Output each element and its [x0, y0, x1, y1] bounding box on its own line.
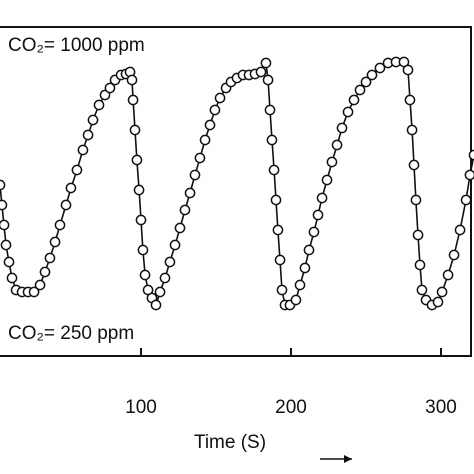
data-point	[266, 134, 278, 146]
data-point	[321, 174, 333, 186]
data-point	[93, 99, 105, 111]
data-point	[204, 119, 216, 131]
data-point	[0, 199, 8, 211]
data-point	[342, 106, 354, 118]
data-point	[87, 114, 99, 126]
data-point	[264, 104, 276, 116]
annotation-bottom: CO₂= 250 ppm	[8, 323, 134, 344]
data-point	[131, 154, 143, 166]
data-point	[294, 279, 306, 291]
data-point	[299, 262, 311, 274]
data-point	[174, 222, 186, 234]
data-point	[77, 144, 89, 156]
data-point	[316, 192, 328, 204]
data-point	[154, 286, 166, 298]
data-point	[6, 272, 18, 284]
data-point	[326, 156, 338, 168]
data-point	[308, 226, 320, 238]
data-point	[3, 256, 15, 268]
data-point	[133, 184, 145, 196]
data-point	[454, 224, 466, 236]
data-point	[99, 89, 111, 101]
data-point	[354, 84, 366, 96]
data-point	[71, 164, 83, 176]
data-point	[416, 284, 428, 296]
data-point	[135, 214, 147, 226]
data-point	[366, 69, 378, 81]
data-point	[360, 76, 372, 88]
data-point	[268, 164, 280, 176]
x-axis-label: Time (S)	[194, 432, 266, 453]
data-point	[0, 239, 12, 251]
data-point	[49, 236, 61, 248]
data-point	[262, 74, 274, 86]
data-point	[432, 296, 444, 308]
data-point	[34, 279, 46, 291]
x-tick-label: 100	[125, 397, 157, 418]
data-point	[331, 139, 343, 151]
data-point	[468, 149, 474, 161]
data-point	[410, 194, 422, 206]
data-point	[0, 219, 10, 231]
data-point	[82, 129, 94, 141]
data-point	[126, 74, 138, 86]
data-point	[214, 92, 226, 104]
data-point	[336, 122, 348, 134]
data-point	[260, 57, 272, 69]
data-point	[272, 224, 284, 236]
data-point	[169, 239, 181, 251]
data-point	[54, 219, 66, 231]
data-point	[312, 209, 324, 221]
data-point	[290, 294, 302, 306]
data-point	[209, 104, 221, 116]
data-point	[28, 286, 40, 298]
data-point	[127, 94, 139, 106]
data-point	[129, 124, 141, 136]
x-tick-label: 300	[425, 397, 457, 418]
data-point	[164, 256, 176, 268]
data-point	[137, 244, 149, 256]
data-point	[460, 194, 472, 206]
plot-frame	[0, 26, 472, 357]
data-point	[276, 284, 288, 296]
data-point	[0, 179, 6, 191]
data-point	[139, 269, 151, 281]
data-point	[303, 244, 315, 256]
data-point	[348, 94, 360, 106]
data-point	[199, 134, 211, 146]
data-point	[104, 82, 116, 94]
data-point	[65, 182, 77, 194]
data-point	[194, 152, 206, 164]
data-point	[412, 229, 424, 241]
data-point	[406, 124, 418, 136]
data-point	[448, 249, 460, 261]
data-point	[404, 94, 416, 106]
data-point	[189, 169, 201, 181]
data-point	[184, 187, 196, 199]
annotation-top: CO₂= 1000 ppm	[8, 35, 145, 56]
arrow	[320, 455, 352, 463]
data-point	[60, 199, 72, 211]
data-point	[274, 254, 286, 266]
data-point	[436, 286, 448, 298]
data-point	[408, 159, 420, 171]
data-point	[414, 259, 426, 271]
data-point	[464, 169, 474, 181]
x-tick-label: 200	[275, 397, 307, 418]
data-point	[270, 194, 282, 206]
data-point	[179, 204, 191, 216]
data-point	[39, 266, 51, 278]
data-point	[374, 62, 386, 74]
data-point	[442, 269, 454, 281]
data-point	[255, 66, 267, 78]
data-point	[402, 64, 414, 76]
data-point	[150, 299, 162, 311]
data-point	[44, 252, 56, 264]
data-point	[159, 272, 171, 284]
